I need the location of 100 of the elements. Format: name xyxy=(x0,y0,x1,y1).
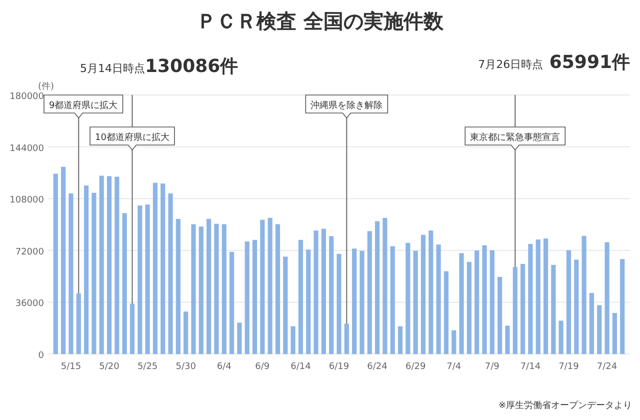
bar xyxy=(398,326,403,354)
x-tick-label: 7/14 xyxy=(520,362,541,372)
bar xyxy=(344,324,349,354)
bar xyxy=(206,218,212,354)
bar xyxy=(374,221,380,354)
bar xyxy=(420,234,426,354)
y-tick-label: 36000 xyxy=(15,299,44,310)
x-tick-label: 7/24 xyxy=(596,362,618,372)
bar xyxy=(329,236,334,354)
x-tick-label: 7/19 xyxy=(558,362,580,372)
bar xyxy=(122,213,127,354)
bar xyxy=(268,218,272,354)
bar xyxy=(130,304,135,354)
bar xyxy=(306,250,311,354)
bar xyxy=(382,218,388,354)
y-tick-label: 72000 xyxy=(15,247,44,258)
bar xyxy=(413,250,418,354)
bar xyxy=(543,238,548,354)
bar xyxy=(520,264,526,354)
bar xyxy=(229,252,234,354)
bar xyxy=(528,244,533,354)
bar xyxy=(252,240,258,354)
bar xyxy=(84,186,89,354)
text: 7月26日時点 65991件 xyxy=(478,52,630,73)
bar xyxy=(222,224,226,354)
bar xyxy=(160,183,166,354)
bar xyxy=(191,224,196,354)
bar xyxy=(168,193,173,354)
x-tick-label: 6/19 xyxy=(328,362,350,372)
bar xyxy=(298,240,304,354)
bar xyxy=(390,246,395,354)
y-axis-title: (件) xyxy=(38,81,54,92)
bar xyxy=(260,220,265,354)
bar xyxy=(138,206,142,354)
y-tick-label: 108000 xyxy=(10,196,44,206)
bar xyxy=(482,245,487,354)
text: 5月14日時点130086件 xyxy=(80,56,238,77)
bar xyxy=(589,292,594,354)
bar xyxy=(574,260,579,354)
bar xyxy=(551,264,556,354)
bar xyxy=(352,248,357,354)
ref-line-label: 10都道府県に拡大 xyxy=(95,132,170,143)
bar xyxy=(505,326,510,354)
bar xyxy=(490,250,494,354)
bar xyxy=(474,250,480,354)
bar xyxy=(444,271,449,354)
x-tick-label: 6/4 xyxy=(216,362,232,372)
bar xyxy=(336,254,342,354)
bar xyxy=(283,256,288,354)
y-tick-label: 0 xyxy=(38,351,44,361)
bar xyxy=(360,250,364,354)
bar xyxy=(61,166,66,354)
x-tick-label: 7/9 xyxy=(484,362,500,372)
bar xyxy=(466,262,472,354)
bar xyxy=(428,230,434,354)
bar xyxy=(106,176,112,354)
x-tick-label: 6/29 xyxy=(405,362,426,372)
bar xyxy=(76,294,81,354)
bar xyxy=(459,253,464,354)
bar xyxy=(620,259,625,354)
text: ※厚生労働省オープンデータより xyxy=(498,400,632,411)
bar xyxy=(214,224,219,354)
bar xyxy=(582,236,586,354)
bar xyxy=(92,192,96,354)
bar xyxy=(367,231,372,354)
bar xyxy=(321,228,326,354)
bar xyxy=(145,204,150,354)
bar xyxy=(558,320,564,354)
bar xyxy=(99,176,104,354)
bar xyxy=(597,305,602,354)
x-tick-label: 5/20 xyxy=(99,362,120,372)
bar xyxy=(498,276,502,354)
x-tick-label: 6/14 xyxy=(290,362,312,372)
bar xyxy=(152,182,158,354)
bar xyxy=(68,193,74,354)
x-tick-label: 7/4 xyxy=(446,362,462,372)
bar xyxy=(406,242,410,354)
bar xyxy=(436,244,441,354)
chart-title: ＰＣＲ検査 全国の実施件数 xyxy=(196,9,444,33)
bar xyxy=(536,239,540,354)
y-tick-label: 180000 xyxy=(10,92,44,102)
x-tick-label: 5/15 xyxy=(60,362,82,372)
ref-line-label: 9都道府県に拡大 xyxy=(49,100,118,111)
bar xyxy=(114,176,120,354)
bar xyxy=(290,326,296,354)
ref-line-label: 東京都に緊急事態宣言 xyxy=(470,132,560,143)
bar xyxy=(314,230,318,354)
bar xyxy=(452,330,456,354)
x-tick-label: 6/9 xyxy=(255,362,270,372)
bar xyxy=(176,218,180,354)
y-tick-label: 144000 xyxy=(10,144,44,154)
bar xyxy=(53,174,58,354)
x-tick-label: 5/30 xyxy=(176,362,196,372)
bar xyxy=(512,266,518,354)
bar xyxy=(184,312,188,354)
bar xyxy=(604,242,610,354)
bar xyxy=(275,224,280,354)
bar xyxy=(198,226,204,354)
ref-line-label: 沖縄県を除き解除 xyxy=(310,100,383,111)
x-tick-label: 5/25 xyxy=(137,362,158,372)
